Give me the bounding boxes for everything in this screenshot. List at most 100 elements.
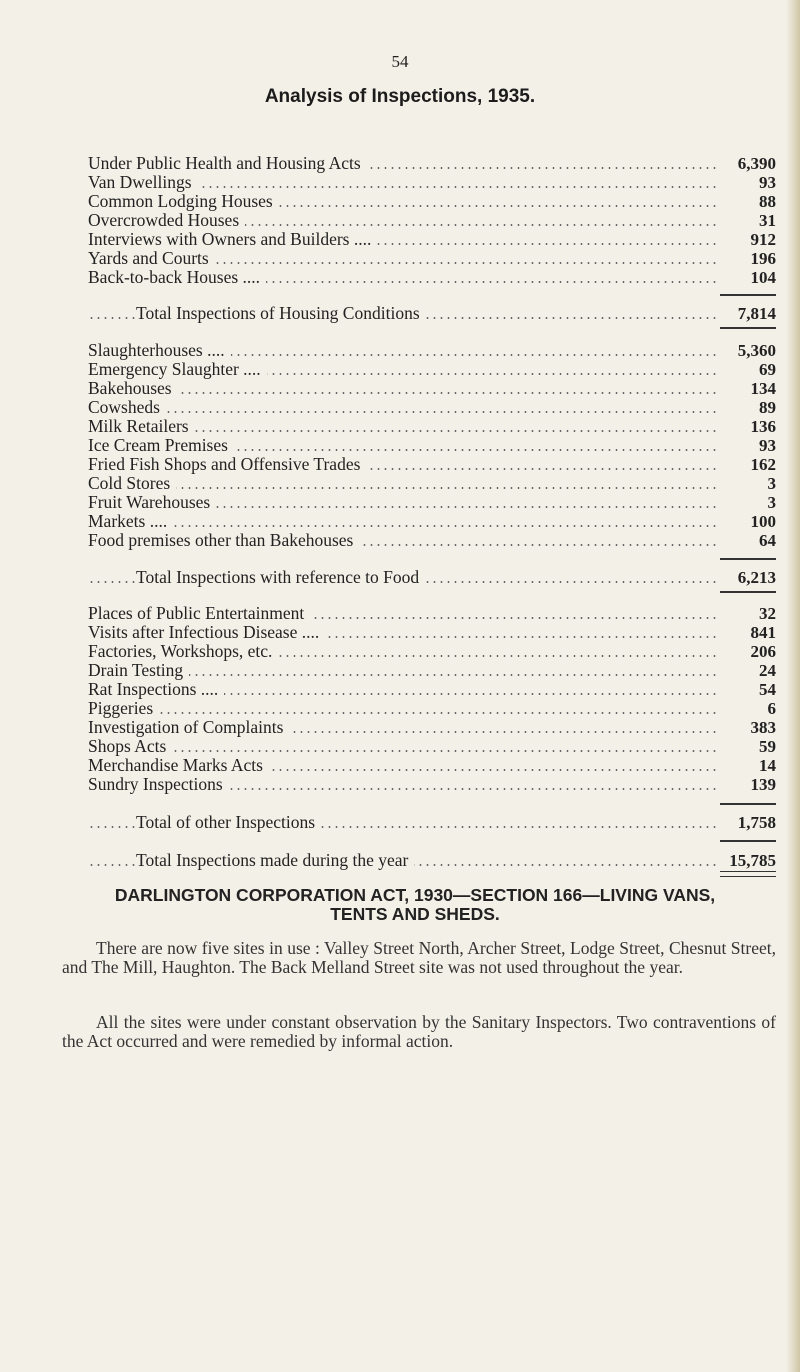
- row-label: Total of other Inspections: [136, 813, 322, 832]
- table-row: Factories, Workshops, etc. 206: [88, 642, 776, 661]
- dot-leader: [88, 281, 716, 283]
- row-value: 89: [759, 398, 776, 417]
- row-label: Interviews with Owners and Builders ....: [88, 230, 378, 249]
- total-row: Total Inspections with reference to Food…: [88, 568, 776, 587]
- dot-leader: [88, 617, 716, 619]
- row-label: Merchandise Marks Acts: [88, 756, 269, 775]
- row-label: Ice Cream Premises: [88, 436, 234, 455]
- table-row: Food premises other than Bakehouses 64: [88, 531, 776, 550]
- dot-leader: [88, 430, 716, 432]
- row-value: 6,390: [737, 154, 776, 173]
- row-label: Factories, Workshops, etc.: [88, 642, 279, 661]
- row-label: Under Public Health and Housing Acts: [88, 154, 367, 173]
- row-value: 15,785: [729, 851, 776, 870]
- row-value: 383: [750, 718, 777, 737]
- row-value: 5,360: [737, 341, 776, 360]
- dot-leader: [88, 411, 716, 413]
- page-title: Analysis of Inspections, 1935.: [264, 86, 536, 107]
- dot-leader: [88, 544, 716, 546]
- paragraph-observation: All the sites were under constant observ…: [62, 1012, 776, 1051]
- table-row: Visits after Infectious Disease .... 841: [88, 623, 776, 642]
- row-label: Rat Inspections ....: [88, 680, 225, 699]
- row-value: 24: [759, 661, 776, 680]
- row-value: 14: [759, 756, 776, 775]
- dot-leader: [88, 449, 716, 451]
- table-row: Investigation of Complaints 383: [88, 718, 776, 737]
- dot-leader: [88, 731, 716, 733]
- row-value: 6,213: [737, 568, 776, 587]
- dot-leader: [88, 506, 716, 508]
- table-row: Rat Inspections .... 54: [88, 680, 776, 699]
- dot-leader: [88, 525, 716, 527]
- table-row: Interviews with Owners and Builders ....…: [88, 230, 776, 249]
- total-rule: [720, 591, 776, 593]
- row-value: 7,814: [737, 304, 776, 323]
- row-label: Cold Stores: [88, 474, 177, 493]
- row-value: 162: [750, 455, 777, 474]
- table-row: Sundry Inspections 139: [88, 775, 776, 794]
- section-heading-line2: TENTS AND SHEDS.: [330, 904, 500, 924]
- dot-leader: [88, 674, 716, 676]
- row-label: Investigation of Complaints: [88, 718, 290, 737]
- table-row: Cold Stores 3: [88, 474, 776, 493]
- table-row: Places of Public Entertainment 32: [88, 604, 776, 623]
- section-heading-line1: DARLINGTON CORPORATION ACT, 1930—SECTION…: [114, 885, 716, 905]
- row-label: Fried Fish Shops and Offensive Trades: [88, 455, 367, 474]
- table-row: Milk Retailers 136: [88, 417, 776, 436]
- row-value: 136: [750, 417, 777, 436]
- row-value: 54: [759, 680, 776, 699]
- table-row: Drain Testing 24: [88, 661, 776, 680]
- row-label: Common Lodging Houses: [88, 192, 279, 211]
- table-row: Shops Acts 59: [88, 737, 776, 756]
- table-row: Cowsheds 89: [88, 398, 776, 417]
- row-value: 93: [759, 173, 776, 192]
- dot-leader: [88, 693, 716, 695]
- row-value: 93: [759, 436, 776, 455]
- row-label: Yards and Courts: [88, 249, 215, 268]
- dot-leader: [88, 243, 716, 245]
- row-value: 64: [759, 531, 776, 550]
- dot-leader: [88, 655, 716, 657]
- row-value: 912: [750, 230, 777, 249]
- row-value: 6: [767, 699, 777, 718]
- dot-leader: [88, 788, 716, 790]
- row-label: Piggeries: [88, 699, 160, 718]
- row-label: Emergency Slaughter ....: [88, 360, 267, 379]
- total-row: Total of other Inspections 1,758: [88, 813, 776, 832]
- table-row: Overcrowded Houses 31: [88, 211, 776, 230]
- row-value: 139: [750, 775, 777, 794]
- dot-leader: [88, 487, 716, 489]
- dot-leader: [88, 354, 716, 356]
- table-row: Fried Fish Shops and Offensive Trades 162: [88, 455, 776, 474]
- table-row: Yards and Courts 196: [88, 249, 776, 268]
- row-label: Overcrowded Houses: [88, 211, 246, 230]
- row-value: 3: [767, 493, 777, 512]
- dot-leader: [88, 826, 716, 828]
- row-label: Drain Testing: [88, 661, 190, 680]
- table-row: Van Dwellings 93: [88, 173, 776, 192]
- dot-leader: [88, 186, 716, 188]
- total-rule: [720, 803, 776, 805]
- dot-leader: [88, 373, 716, 375]
- row-label: Bakehouses: [88, 379, 178, 398]
- row-label: Total Inspections of Housing Conditions: [136, 304, 426, 323]
- row-label: Total Inspections made during the year: [136, 851, 415, 870]
- total-row: Total Inspections of Housing Conditions 7…: [88, 304, 776, 323]
- row-label: Markets ....: [88, 512, 174, 531]
- total-rule: [720, 294, 776, 296]
- row-value: 59: [759, 737, 776, 756]
- dot-leader: [88, 636, 716, 638]
- row-value: 88: [759, 192, 776, 211]
- row-label: Back-to-back Houses ....: [88, 268, 267, 287]
- row-value: 69: [759, 360, 776, 379]
- table-row: Common Lodging Houses 88: [88, 192, 776, 211]
- dot-leader: [88, 468, 716, 470]
- page-number: 54: [391, 52, 409, 71]
- row-label: Visits after Infectious Disease ....: [88, 623, 326, 642]
- row-value: 206: [750, 642, 777, 661]
- dot-leader: [88, 224, 716, 226]
- dot-leader: [88, 712, 716, 714]
- total-rule: [720, 327, 776, 329]
- row-value: 32: [759, 604, 776, 623]
- table-row: Bakehouses 134: [88, 379, 776, 398]
